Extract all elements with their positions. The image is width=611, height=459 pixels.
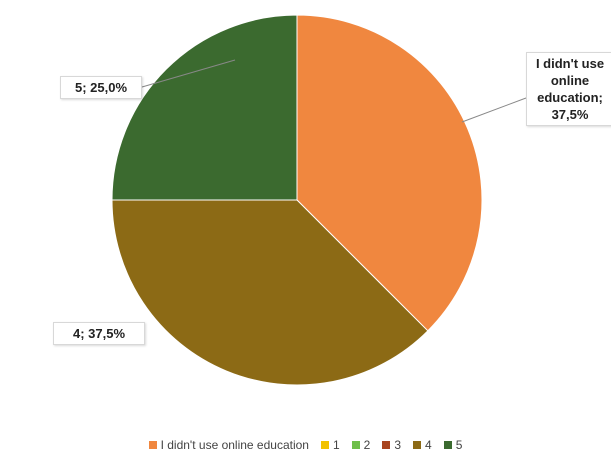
legend: I didn't use online education 1 2 3 4 5 xyxy=(0,438,611,452)
legend-swatch xyxy=(413,441,422,449)
legend-swatch xyxy=(382,441,391,449)
legend-swatch xyxy=(320,441,329,449)
legend-label: 5 xyxy=(455,438,463,452)
legend-label: 1 xyxy=(332,438,340,452)
pie-area xyxy=(111,14,527,386)
legend-item: 5 xyxy=(443,438,463,452)
legend-item: 1 xyxy=(320,438,340,452)
legend-item: 4 xyxy=(413,438,432,452)
legend-label: 4 xyxy=(425,438,432,452)
legend-label: 3 xyxy=(394,438,402,452)
legend-item: 2 xyxy=(351,438,371,452)
pie-slice xyxy=(111,14,298,201)
legend-swatch xyxy=(148,441,157,449)
leader-line xyxy=(461,97,527,123)
legend-swatch xyxy=(443,441,452,449)
pie-slice xyxy=(296,14,483,332)
legend-label: I didn't use online education xyxy=(160,438,309,452)
pie-slice xyxy=(111,199,429,386)
leader-line xyxy=(141,59,236,88)
data-label: 5; 25,0% xyxy=(60,76,142,99)
legend-label: 2 xyxy=(363,438,371,452)
data-label: 4; 37,5% xyxy=(53,322,145,345)
legend-item: I didn't use online education xyxy=(148,438,309,452)
legend-item: 3 xyxy=(382,438,401,452)
data-label: I didn't use online education; 37,5% xyxy=(526,52,611,126)
legend-swatch xyxy=(351,441,360,449)
